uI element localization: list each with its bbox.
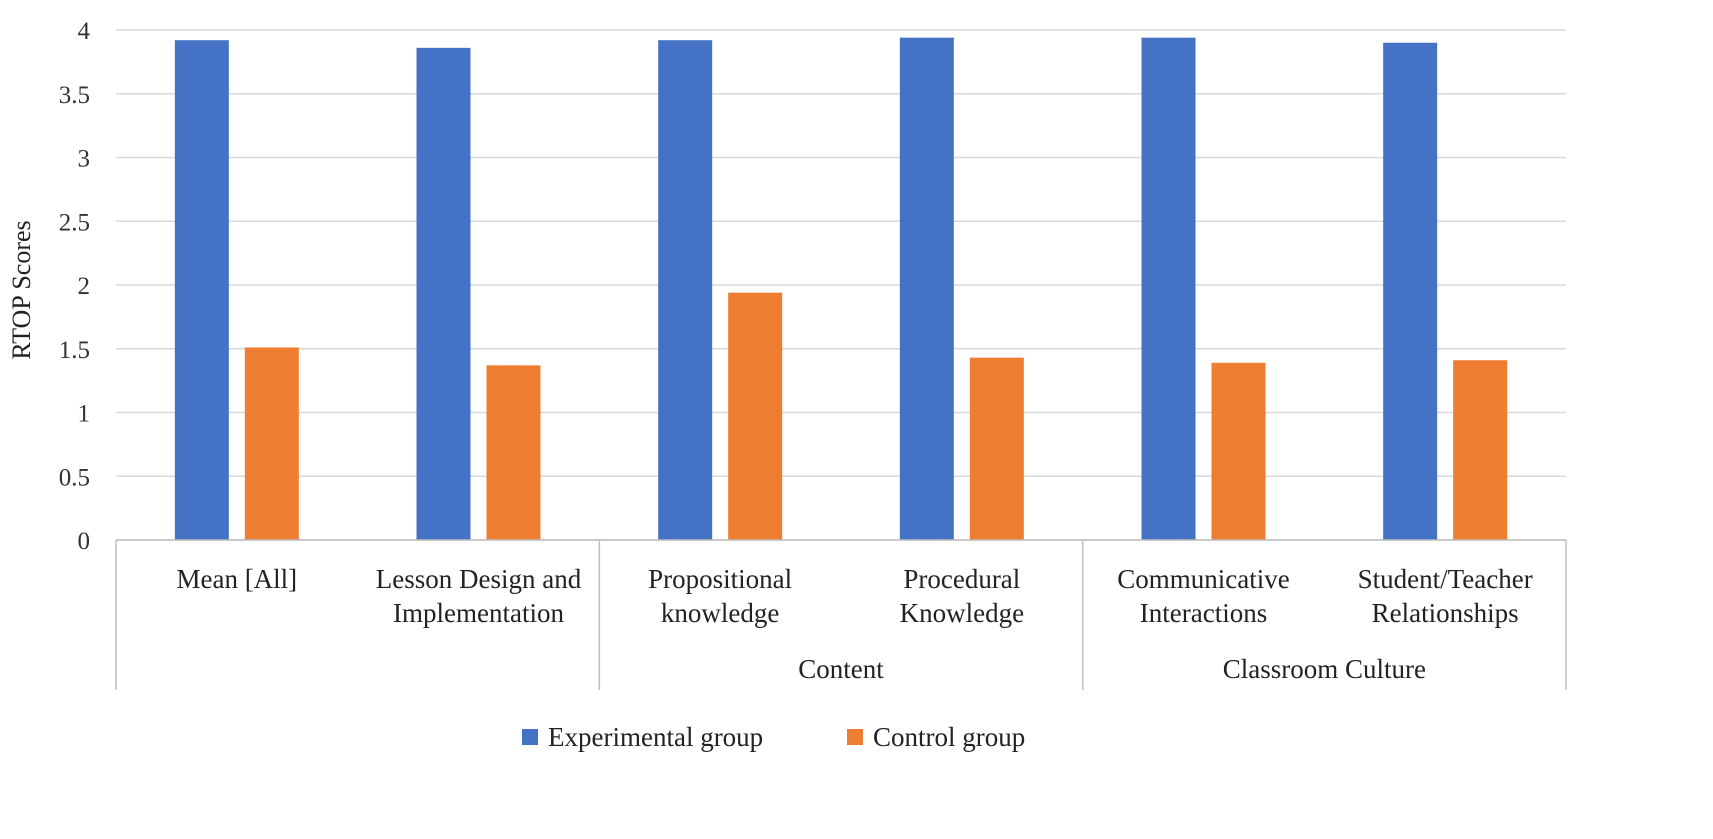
legend: Experimental group Control group [522,722,1025,752]
gridlines [116,29,1566,541]
x-tick-label: Communicative [1117,564,1289,594]
y-tick-label: 3 [78,146,91,173]
x-tick-label: Relationships [1372,598,1519,628]
bar-control [969,357,1024,540]
y-tick-label: 4 [78,18,91,45]
bar-control [728,292,783,540]
bar-control [244,347,299,540]
y-tick-label: 0 [78,528,91,555]
bar-experimental [899,37,954,541]
y-tick-label: 1.5 [59,337,90,364]
x-tick-label: Interactions [1140,598,1267,628]
y-tick-label: 1 [78,401,91,428]
bar-control [1453,360,1508,540]
x-tick-label: Lesson Design and [376,564,582,594]
y-axis-ticks: 0 0.5 1 1.5 2 2.5 3 3.5 4 [59,18,91,555]
bar-control [486,365,541,540]
x-tick-label: Procedural [903,564,1020,594]
legend-label: Control group [873,722,1025,752]
x-tick-label: knowledge [661,598,779,628]
bar-control [1211,362,1266,540]
legend-swatch [522,729,538,745]
x-tick-label: Knowledge [900,598,1024,628]
group-label: Classroom Culture [1223,654,1426,684]
y-tick-label: 3.5 [59,82,90,109]
x-tick-label: Implementation [393,598,564,628]
x-tick-label: Student/Teacher [1358,564,1533,594]
bar-experimental [1141,37,1196,541]
bars [174,37,1508,541]
y-tick-label: 2.5 [59,209,90,236]
bar-experimental [416,47,471,540]
x-tick-label: Propositional [648,564,792,594]
group-label: Content [798,654,884,684]
x-axis: Mean [All] Lesson Design and Implementatio… [115,539,1567,690]
x-tick-label: Mean [All] [176,564,297,594]
bar-experimental [1383,42,1438,540]
y-axis-title: RTOP Scores [7,220,36,359]
bar-experimental [174,40,229,540]
legend-label: Experimental group [548,722,763,752]
y-tick-label: 2 [78,273,91,300]
bar-experimental [658,40,713,540]
y-tick-label: 0.5 [59,464,90,491]
legend-swatch [847,729,863,745]
